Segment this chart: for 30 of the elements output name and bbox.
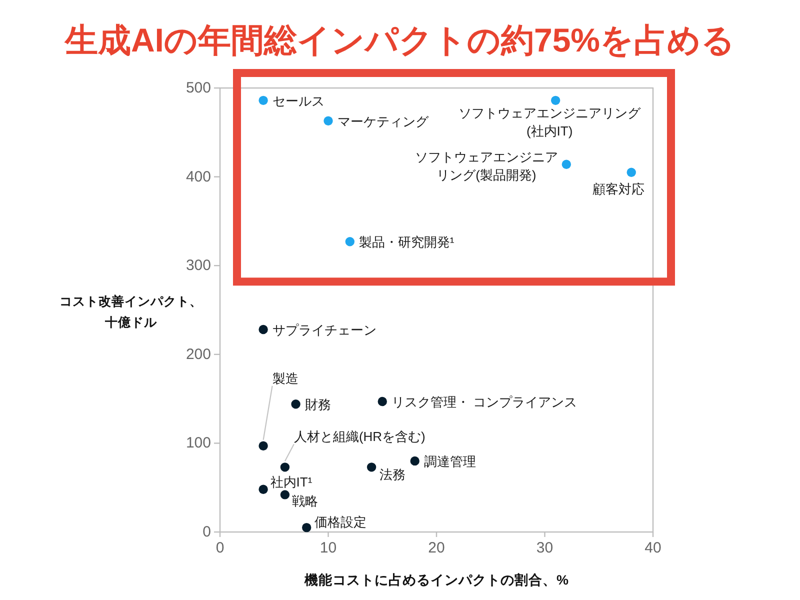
- x-tick-label: 30: [536, 540, 554, 556]
- annotation: セールス: [272, 92, 324, 108]
- y-tick-label: 300: [186, 257, 211, 274]
- annotation: サプライチェーン: [272, 322, 376, 338]
- y-tick-label: 500: [186, 80, 211, 96]
- y-tick-label: 0: [202, 524, 211, 540]
- x-tick-label: 0: [216, 540, 224, 556]
- annotation: 製造: [272, 370, 298, 386]
- annotation: マーケティング: [337, 113, 428, 128]
- title: 生成AIの年間総インパクトの約75%を占める: [64, 22, 736, 58]
- x-tick-label: 40: [644, 540, 662, 556]
- x-tick-label: 20: [428, 540, 445, 556]
- y-tick-label: 200: [186, 346, 211, 363]
- y-tick-label: 100: [186, 434, 211, 452]
- annotation: 製品・研究開発¹: [358, 234, 454, 250]
- y-tick-label: 400: [186, 168, 211, 186]
- annotation: ソフトウェアエンジニアリング(製品開発): [414, 148, 558, 182]
- annotation: リスク管理・ コンプライアンス: [391, 394, 577, 409]
- annotation: 価格設定: [314, 514, 367, 530]
- annotation: 戦略: [292, 493, 318, 508]
- annotation: 法務: [380, 466, 406, 482]
- annotation: 調達管理: [424, 453, 476, 468]
- annotation: 人材と組織(HRを含む): [294, 428, 426, 444]
- x-axis-title: 機能コストに占めるインパクトの割合、%: [304, 572, 568, 588]
- y-axis-title: コスト改善インパクト、十億ドル: [60, 294, 202, 330]
- annotation: 社内IT¹: [270, 474, 312, 489]
- x-tick-label: 10: [320, 540, 337, 556]
- annotation: ソフトウェアエンジニアリング(社内IT): [458, 104, 641, 138]
- annotation: 顧客対応: [592, 180, 644, 196]
- annotation: 財務: [304, 396, 331, 412]
